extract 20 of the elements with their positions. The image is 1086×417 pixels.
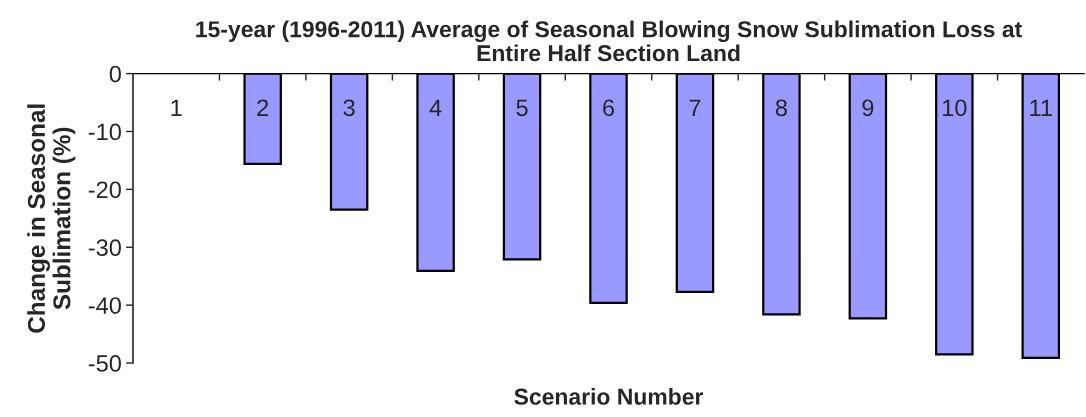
x-tick-label: 2 — [257, 99, 269, 116]
x-tick-label: 5 — [516, 99, 528, 117]
chart-title: 15-year (1996-2011) Average of Seasonal Blowing Snow Sublimation Loss at Entire Half Section Land — [196, 20, 1022, 62]
y-tick-label: -50 — [88, 355, 121, 372]
x-tick-label: 9 — [862, 99, 874, 117]
y-tick-label: -40 — [88, 297, 121, 314]
x-tick-label: 1 — [171, 99, 182, 116]
x-tick-label: 8 — [775, 99, 787, 117]
x-tick-label: 4 — [429, 99, 442, 116]
y-tick-label: -20 — [88, 181, 121, 199]
y-tick-label: -30 — [88, 239, 121, 257]
y-tick-label: 0 — [109, 65, 121, 83]
x-tick-label: 3 — [343, 99, 355, 117]
x-tick-label: 11 — [1030, 99, 1052, 116]
x-tick-label: 6 — [603, 99, 615, 117]
x-tick-label: 7 — [689, 99, 701, 116]
y-tick-label: -10 — [88, 123, 121, 141]
y-axis-title: Change in Seasonal Sublimation (%) — [27, 104, 76, 333]
x-axis-title: Scenario Number — [514, 388, 704, 405]
x-tick-label: 10 — [942, 99, 967, 117]
